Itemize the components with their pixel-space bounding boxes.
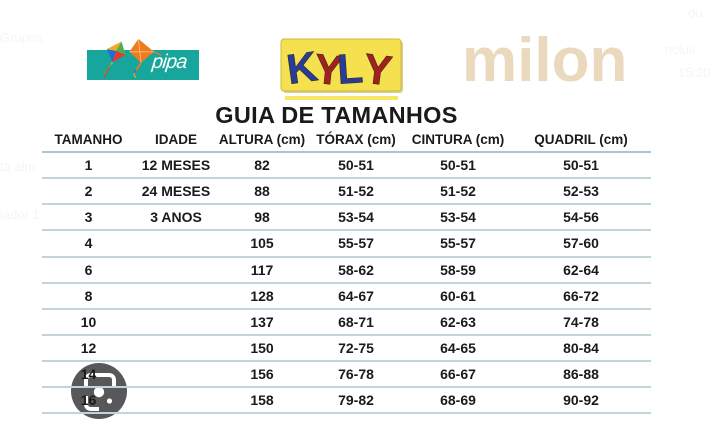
svg-text:pipa: pipa [150, 51, 189, 73]
svg-text:Y: Y [361, 45, 395, 95]
svg-text:L: L [336, 44, 365, 93]
